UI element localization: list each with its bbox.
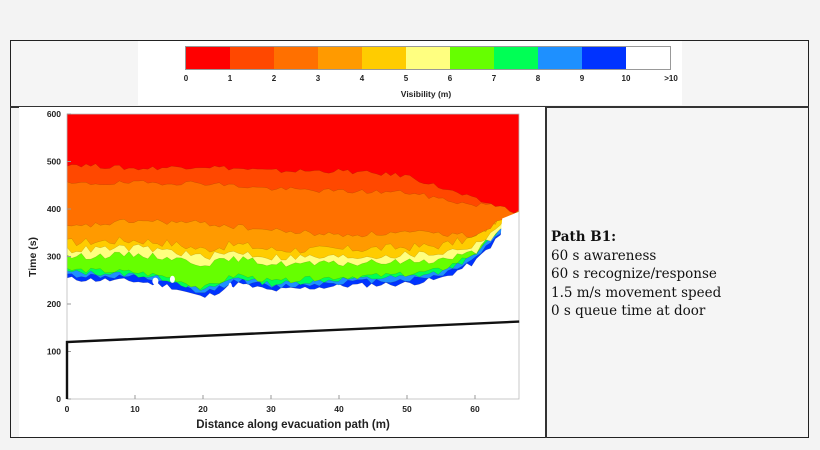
colorbar-tick-label: 8: [535, 74, 541, 83]
colorbar-segment: [274, 47, 318, 69]
evacuee-path-line: [65, 320, 520, 399]
colorbar-tick-label: 9: [579, 74, 585, 83]
y-tick-label: 600: [47, 109, 61, 119]
colorbar-tick-label: 6: [447, 74, 453, 83]
colorbar-segment: [362, 47, 406, 69]
colorbar: [185, 46, 671, 70]
colorbar-tick-label: 10: [621, 74, 631, 83]
y-tick-label: 0: [56, 394, 61, 404]
y-tick-label: 100: [47, 347, 61, 357]
colorbar-segment: [230, 47, 274, 69]
info-line-speed: 1.5 m/s movement speed: [551, 284, 722, 301]
divider-vertical: [545, 106, 547, 438]
y-axis-label: Time (s): [27, 237, 39, 277]
path-info: Path B1: 60 s awareness 60 s recognize/r…: [551, 228, 721, 321]
divider-horizontal: [10, 106, 809, 108]
colorbar-segment: [626, 47, 670, 69]
colorbar-segment: [450, 47, 494, 69]
colorbar-tick-label: 3: [315, 74, 321, 83]
x-tick-label: 20: [198, 404, 208, 414]
y-tick-label: 300: [47, 252, 61, 262]
colorbar-tick-label: 2: [271, 74, 277, 83]
clear-region: [498, 211, 519, 285]
x-tick-label: 0: [65, 404, 70, 414]
x-tick-label: 30: [266, 404, 276, 414]
x-tick-label: 50: [402, 404, 412, 414]
x-tick-label: 10: [130, 404, 140, 414]
y-tick-label: 200: [47, 299, 61, 309]
y-tick-label: 500: [47, 157, 61, 167]
y-tick-label: 400: [47, 204, 61, 214]
colorbar-tick-label: 1: [227, 74, 233, 83]
path-title: Path B1:: [551, 229, 617, 245]
info-line-response: 60 s recognize/response: [551, 266, 717, 282]
colorbar-title: Visibility (m): [400, 89, 452, 99]
contour-hole: [152, 277, 159, 285]
x-tick-label: 40: [334, 404, 344, 414]
contour-hole: [169, 275, 175, 283]
x-tick-label: 60: [470, 404, 480, 414]
colorbar-segment: [186, 47, 230, 69]
colorbar-tick-label: 7: [491, 74, 497, 83]
colorbar-tick-label: 4: [359, 74, 365, 83]
colorbar-segment: [538, 47, 582, 69]
colorbar-segment: [406, 47, 450, 69]
contour-hole: [228, 282, 233, 295]
colorbar-tick-label: 0: [183, 74, 189, 83]
colorbar-segment: [318, 47, 362, 69]
contour-band: [67, 114, 519, 214]
info-line-queue: 0 s queue time at door: [551, 303, 706, 319]
info-line-awareness: 60 s awareness: [551, 247, 657, 264]
x-axis-label: Distance along evacuation path (m): [196, 419, 390, 431]
contour-bands: [67, 114, 519, 298]
colorbar-tick-label: 5: [403, 74, 409, 83]
colorbar-segment: [494, 47, 538, 69]
colorbar-tick-label: >10: [664, 74, 678, 83]
colorbar-segment: [582, 47, 626, 69]
